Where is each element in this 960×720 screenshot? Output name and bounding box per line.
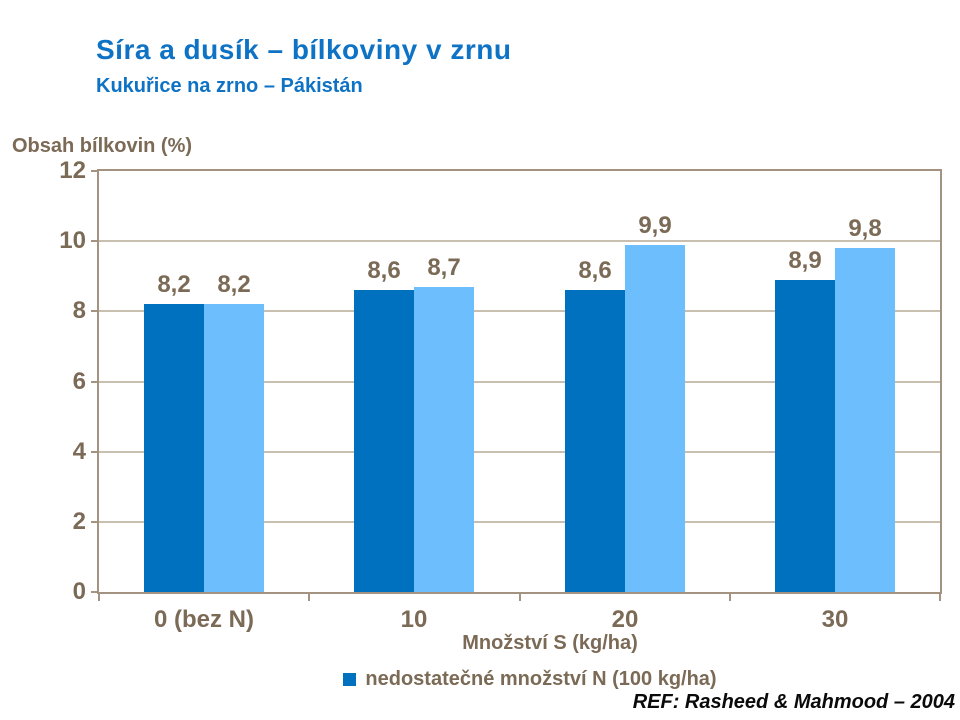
bar-series-1: [565, 290, 625, 592]
bar-series-2: [414, 287, 474, 592]
x-axis-title: Množství S (kg/ha): [462, 632, 638, 654]
legend: nedostatečné množství N (100 kg/ha): [100, 666, 960, 692]
x-category-label: 10: [400, 606, 428, 633]
y-tick-mark: [91, 521, 97, 523]
bar-value-label: 8,6: [578, 257, 612, 284]
chart-title: Síra a dusík – bílkoviny v zrnu: [96, 34, 512, 65]
chart-subtitle: Kukuřice na zrno – Pákistán: [96, 75, 363, 97]
bar-value-label: 8,9: [788, 247, 822, 274]
bar-value-label: 8,2: [157, 271, 191, 298]
bar-value-label: 8,7: [427, 254, 461, 281]
y-tick-mark: [91, 310, 97, 312]
y-tick-label: 8: [72, 297, 86, 324]
bar-value-label: 9,9: [638, 212, 672, 239]
x-tick-mark: [939, 594, 941, 601]
y-tick-label: 10: [59, 227, 86, 254]
y-tick-label: 6: [72, 368, 86, 395]
x-tick-mark: [98, 594, 100, 601]
y-tick-label: 2: [72, 508, 86, 535]
bar-series-2: [625, 245, 685, 592]
bar-value-label: 8,6: [367, 257, 401, 284]
y-tick-mark: [91, 170, 97, 172]
y-axis-title: Obsah bílkovin (%): [12, 135, 193, 157]
y-tick-label: 12: [59, 157, 86, 184]
reference-text: REF: Rasheed & Mahmood – 2004: [632, 691, 955, 713]
bar-value-label: 9,8: [848, 215, 882, 242]
y-tick-label: 4: [72, 438, 86, 465]
y-tick-mark: [91, 451, 97, 453]
plot-area: 8,2 8,2 8,6 8,7 8,6 9,9 8,9 9,8: [97, 169, 942, 594]
gridline: [99, 521, 940, 523]
bar-series-2: [835, 248, 895, 592]
y-tick-label: 0: [72, 578, 86, 605]
gridline: [99, 240, 940, 242]
x-tick-mark: [308, 594, 310, 601]
y-tick-mark: [91, 240, 97, 242]
bar-series-1: [144, 304, 204, 592]
y-tick-mark: [91, 591, 97, 593]
gridline: [99, 381, 940, 383]
x-category-label: 30: [821, 606, 849, 633]
bar-series-2: [204, 304, 264, 592]
bar-series-1: [775, 280, 835, 592]
gridline: [99, 310, 940, 312]
bar-value-label: 8,2: [217, 271, 251, 298]
x-category-label: 20: [611, 606, 639, 633]
x-tick-mark: [729, 594, 731, 601]
bar-series-1: [354, 290, 414, 592]
gridline: [99, 451, 940, 453]
legend-label: nedostatečné množství N (100 kg/ha): [365, 667, 717, 690]
legend-swatch: [343, 672, 357, 686]
y-tick-mark: [91, 381, 97, 383]
x-tick-mark: [519, 594, 521, 601]
x-category-label: 0 (bez N): [153, 606, 254, 633]
